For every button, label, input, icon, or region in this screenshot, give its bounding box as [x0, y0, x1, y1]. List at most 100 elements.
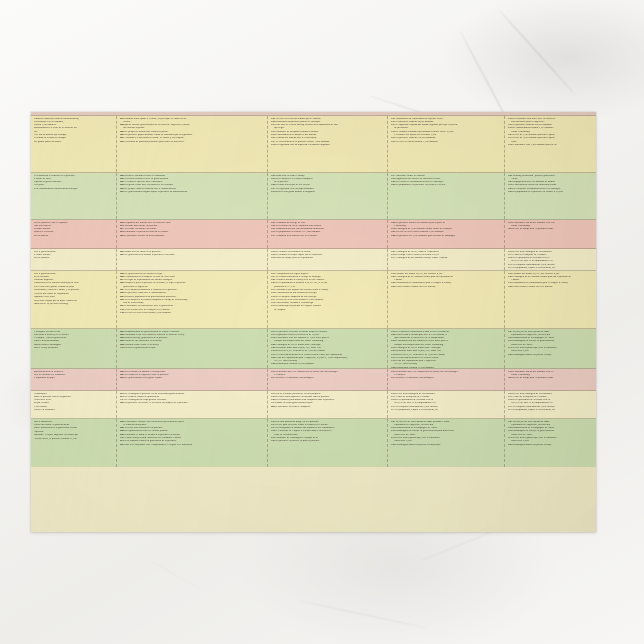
entry-year: 1750 [507, 430, 514, 433]
colonne-1-resume-r2: sur les Quakers et sur les Quakers. entre… [31, 220, 117, 248]
chronology-entry: sion du travail pour d'Angleterre. [507, 120, 545, 123]
chronology-entry: 1664 Robert Barclay, gouverneur de la pr… [119, 337, 169, 340]
chronology-entry: 1689 La province est révolte, et la colo… [119, 402, 189, 405]
chronology-entry: 1731 La province contient 120,000 habita… [390, 137, 436, 140]
chronology-entry: sous le Jersey accidentel. [33, 346, 59, 349]
chronology-entry: 1747 40,000,000 de livres pesant de taba… [390, 420, 450, 423]
colonne-2-evenements-r5: 1669 Rétablissement du gouvernement de W… [117, 329, 268, 368]
chronology-entry: 1706 La ville de New-York contient 5,000… [119, 312, 172, 315]
chronology-entry: et séparation du pays. [33, 377, 56, 380]
chronology-entry: 1669 Rétablissement du gouvernement de W… [119, 330, 180, 333]
entry-year: 1700 [119, 346, 126, 349]
entry-year: 1658 [119, 231, 126, 234]
entry-year: 1732 [270, 436, 277, 439]
entry-year: 1680 [119, 174, 126, 177]
chronology-entry: exportation en Angleterre, ou cette ann. [390, 423, 434, 426]
chronology-entry: à catholiques. [33, 392, 48, 395]
entry-year: 1756 [270, 295, 277, 298]
chronology-entry: entent vers 3,000. [507, 440, 530, 443]
chronology-entry: capitaines New-York. [33, 296, 56, 299]
chronology-entry: 1764 Washington marche au port de Pennsy… [390, 443, 442, 446]
table-row: à catholiques. assure la province sous sa… [31, 391, 596, 419]
colonne-5-evenements-r4: 1738 Nombre des blancs 54,787, des escla… [505, 271, 596, 328]
entry-year: 1754 [390, 253, 397, 256]
entry-year: 1680 [119, 370, 126, 373]
chronology-entry: 1689 Première population d'un gouverneme… [119, 295, 177, 298]
chronology-entry: 1710 Le nombre des habitans est évalué. [270, 250, 312, 253]
entry-year: 1771 [507, 263, 514, 266]
colonne-3-evenements-r5: 1732 La province est réunie ou même temp… [268, 329, 388, 368]
chronology-entry: sur la Delaware. [33, 275, 50, 278]
chronology-entry: 1738 Nombre des blancs 54,787, des escla… [507, 272, 561, 275]
chronology-entry: contre Louisbourg. [507, 130, 531, 133]
chronology-entry: 1648 Construction de la chapelle en vill… [119, 275, 176, 278]
chronology-entry: 1655 La ligne de la prohibition des navi… [119, 279, 173, 282]
colonne-4-evenements-r8: 1747 40,000,000 de livres pesant de taba… [388, 419, 505, 467]
entry-year: 1692 [119, 253, 126, 256]
entry-year: 1714 [507, 392, 514, 395]
chronology-table-card[interactable]: commerce américain établi au Massachuset… [31, 112, 596, 532]
chronology-entry: mort à Jamestown. [33, 420, 53, 423]
chronology-entry: 1750 Concession de forêts à de nouveaux … [507, 184, 557, 187]
entry-year: 1689 [119, 133, 126, 136]
entry-year: 1742 [390, 250, 397, 253]
chronology-entry: 1715 Induit est remis gouvernement royal… [270, 402, 313, 405]
entry-year: 1669 [119, 333, 126, 336]
chronology-entry: portations à 277,234. [270, 285, 296, 288]
entry-year: 1710 [507, 370, 514, 373]
chronology-entry: 1732 La province contient 160,000 habita… [507, 124, 553, 127]
chronology-entry: 1669 Jacques II prive la province de sa … [119, 282, 186, 285]
chronology-entry: 1749 Prisonnier attiré dans le port, 202… [390, 350, 442, 353]
colonne-1-resume-r6: gouvernement de la Nouvelle. avec les Sué… [31, 369, 117, 390]
chronology-entry: environ 1,200 familles. [33, 124, 57, 127]
entry-year: 1740 [507, 275, 514, 278]
colonne-1-resume-r5: le métaphes ou état d'York. sous droits à… [31, 329, 117, 368]
chronology-entry: 1748 Nomination de commissaires pour le … [390, 282, 452, 285]
colonne-3-evenements-r7: 1719 Un ne revendue provincial, est une … [268, 391, 388, 418]
chronology-entry: 1692 Le gouvernement anglais sépare la p… [119, 190, 188, 193]
chronology-entry: 1691 Les Français et les Indiens attaque… [119, 298, 188, 301]
chronology-entry: ne débuta ou la mort de Philippe. [33, 137, 67, 140]
chronology-entry: erie. [33, 130, 38, 133]
entry-year: 1747 [507, 420, 514, 423]
chronology-entry: 1684 La guerre éclate avec les Indiens e… [119, 184, 174, 187]
entry-year: 1657 [119, 228, 126, 231]
chronology-entry: 1692 Exécution de plusieurs personnes po… [119, 140, 185, 143]
chronology-entry: 1745 Engagements avec les habitans de Bo… [507, 181, 556, 184]
entry-year: 1676 [119, 395, 126, 398]
chronology-entry: 1715 Levée pour la révolte contre les In… [270, 423, 329, 426]
chronology-entry: établi avec de l'Ohio. [390, 433, 416, 436]
chronology-entry: 1771 Les imports contiendraient 2,000 en… [507, 263, 555, 266]
entry-year: 1693 [119, 305, 126, 308]
entry-year: 1768 [270, 356, 277, 359]
chronology-entry: 1686 guerre ouverte gouvernement de la N… [119, 124, 190, 127]
chronology-entry: 1758 Total des exportations pour l'Angle… [390, 360, 436, 363]
entry-year: 1756 [507, 143, 514, 146]
chronology-entry: tion de Schenectady. [119, 302, 144, 305]
entry-year: 1693 [119, 443, 126, 446]
entry-year: 1752 [390, 356, 397, 359]
chronology-entry: 1744 Les forêts les recommencent avec le… [390, 181, 444, 184]
entry-year: 1703 [270, 177, 277, 180]
chronology-entry: recensement à 4,100 habitans, [33, 120, 64, 123]
chronology-entry: 1686 Hostilité tenue contre l'Est-Jersey… [119, 343, 160, 346]
chronology-entry: 1688 La province s'unit avec le Massachu… [119, 292, 167, 295]
chronology-entry: 1757 La ville de New-York contient 12,00… [270, 298, 324, 301]
table-row: commerce américain établi au Massachuset… [31, 116, 596, 173]
chronology-entry: assure la province sous sa scéptrivies. [33, 395, 72, 398]
chronology-entry: l'inverse siècle, la province contient 1… [33, 437, 77, 440]
chronology-entry: 1771 Les imports contiendraient 2,000 en… [390, 405, 438, 408]
chronology-entry: des d'York d'une grande étendue de pays [33, 286, 74, 289]
chronology-entry: 1693 L'assemblée ou concurrence avec le … [119, 305, 174, 308]
chronology-entry: 1651 Etendue banc mettre la province. [119, 224, 159, 227]
entry-year: 1730 [270, 190, 277, 193]
chronology-entry: il recueil une charte de corporation. [33, 292, 70, 295]
entry-year: 1727 [270, 234, 277, 237]
chronology-entry: 1734 Le Massachusetts fournit 3,223 homm… [507, 127, 554, 130]
chronology-entry: sa charte libérale. [33, 228, 52, 231]
chronology-entry: tions. [507, 140, 517, 143]
entry-year: 1755 [507, 137, 514, 140]
chronology-entry: 432,074 liv. sterl. et les importations … [507, 260, 553, 263]
chronology-entry: 1646 Le gouverneur ou ses détails en règ… [119, 272, 163, 275]
chronology-entry: 1731 Conspiration des nègres dégrees. [270, 272, 309, 275]
